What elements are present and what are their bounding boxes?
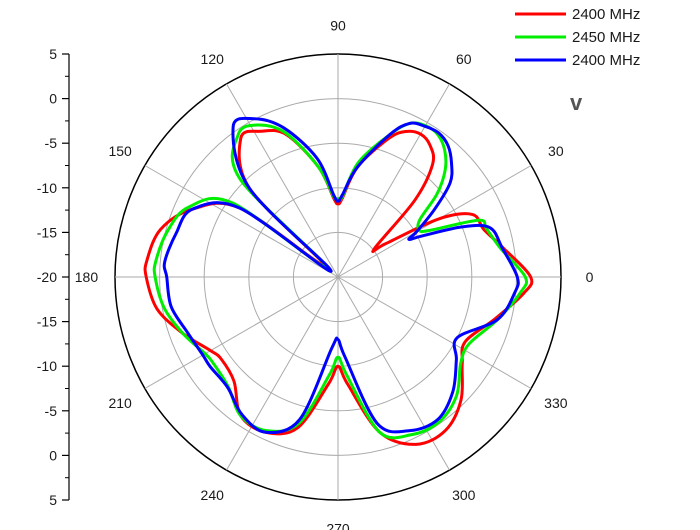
- grid-spoke: [226, 276, 339, 471]
- grid-spoke: [144, 165, 339, 278]
- angle-tick-label: 30: [548, 143, 564, 159]
- legend-label: 2400 MHz: [572, 6, 640, 23]
- grid-spoke: [337, 83, 450, 278]
- grid-spoke: [337, 276, 450, 471]
- annotation-text: v: [570, 90, 583, 115]
- angle-tick-label: 210: [108, 395, 132, 411]
- angle-tick-label: 0: [586, 269, 594, 285]
- radial-tick-label: -20: [37, 269, 57, 285]
- legend-label: 2400 MHz: [572, 52, 640, 69]
- radial-tick-label: -5: [45, 135, 58, 151]
- angle-tick-label: 60: [456, 51, 472, 67]
- radial-tick-label: -5: [45, 403, 58, 419]
- radial-tick-label: -15: [37, 314, 57, 330]
- angle-tick-label: 90: [330, 17, 346, 33]
- grid-spoke: [226, 83, 339, 278]
- legend-label: 2450 MHz: [572, 29, 640, 46]
- polar-grid: [114, 53, 562, 501]
- angle-tick-label: 150: [108, 143, 132, 159]
- angle-tick-label: 120: [201, 51, 225, 67]
- radial-tick-label: 0: [49, 91, 57, 107]
- radial-tick-label: -10: [37, 358, 57, 374]
- angle-tick-label: 270: [326, 521, 350, 530]
- radial-tick-label: -15: [37, 224, 57, 240]
- radial-tick-label: 0: [49, 447, 57, 463]
- angle-tick-label: 330: [544, 395, 568, 411]
- angle-tick-label: 240: [201, 487, 225, 503]
- radial-tick-label: 5: [49, 46, 57, 62]
- legend: 2400 MHz 2450 MHz 2400 MHz: [515, 6, 640, 69]
- angular-axis: 0 30 60 90 120 150 180 210 240 270 300 330: [75, 17, 594, 530]
- series-layer: [143, 116, 534, 446]
- angle-tick-label: 300: [452, 487, 476, 503]
- radial-axis: 5 0 -5 -10 -15 -20 -15 -10 -5 0 5: [37, 46, 70, 508]
- radial-tick-label: -10: [37, 180, 57, 196]
- series-line: [162, 116, 520, 434]
- grid-spoke: [144, 276, 339, 389]
- grid-spoke: [337, 276, 532, 389]
- radial-tick-label: 5: [49, 492, 57, 508]
- angle-tick-label: 180: [75, 269, 99, 285]
